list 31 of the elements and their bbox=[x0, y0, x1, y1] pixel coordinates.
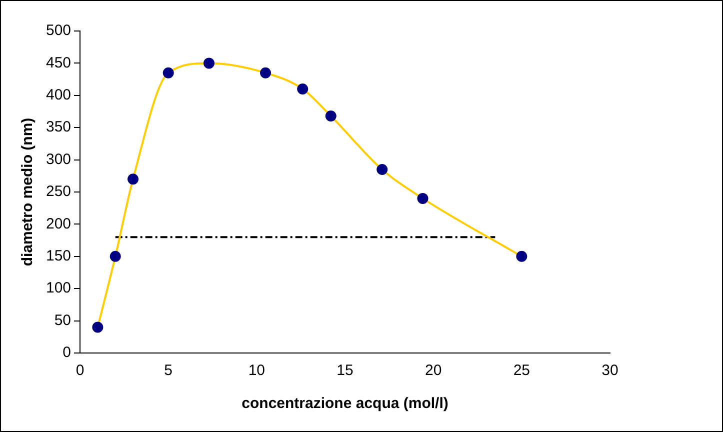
x-tick-label: 15 bbox=[336, 362, 354, 380]
y-tick-label: 100 bbox=[46, 280, 72, 297]
y-tick-label: 500 bbox=[46, 22, 72, 40]
y-tick-label: 0 bbox=[62, 344, 72, 362]
point bbox=[325, 110, 336, 122]
x-axis-title: concentrazione acqua (mol/l) bbox=[242, 395, 448, 412]
y-tick-label: 400 bbox=[46, 86, 72, 104]
y-axis-title: diametro medio (nm) bbox=[19, 118, 36, 266]
point bbox=[417, 192, 428, 204]
y-tick-label: 450 bbox=[46, 54, 72, 72]
point bbox=[376, 164, 388, 175]
x-tick-label: 25 bbox=[513, 362, 530, 380]
x-tick-label: 5 bbox=[164, 362, 173, 380]
y-tick-label: 150 bbox=[46, 248, 72, 265]
point bbox=[162, 67, 174, 78]
point bbox=[297, 83, 308, 94]
x-tick-label: 10 bbox=[248, 362, 266, 380]
y-tick-label: 350 bbox=[46, 118, 72, 136]
y-tick-label: 250 bbox=[46, 183, 72, 200]
x-tick-label: 0 bbox=[76, 362, 84, 380]
point bbox=[110, 250, 121, 262]
point bbox=[203, 58, 214, 69]
x-tick-label: 30 bbox=[602, 362, 618, 380]
x-tick-label: 20 bbox=[425, 362, 442, 380]
y-tick-label: 50 bbox=[54, 312, 72, 329]
point bbox=[128, 174, 139, 185]
y-tick-label: 300 bbox=[46, 150, 72, 168]
point bbox=[260, 67, 272, 78]
point bbox=[516, 250, 528, 262]
point bbox=[92, 322, 104, 333]
y-tick-label: 200 bbox=[46, 215, 72, 232]
